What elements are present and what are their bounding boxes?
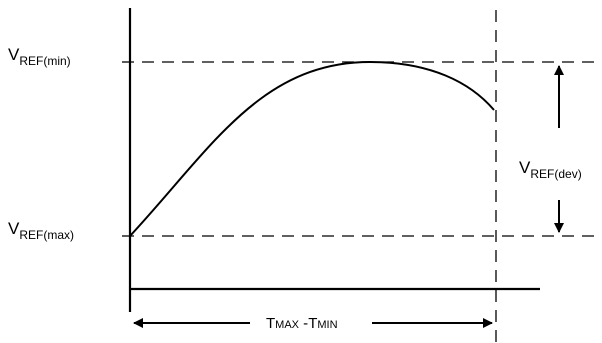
vref-curve: [129, 60, 495, 237]
tmax-tmin-label: TMAX -TMIN: [266, 315, 338, 332]
vref-max-label: VREF(max): [8, 219, 74, 242]
vref-dev-label: VREF(dev): [519, 158, 582, 181]
vref-min-label: VREF(min): [8, 45, 71, 68]
